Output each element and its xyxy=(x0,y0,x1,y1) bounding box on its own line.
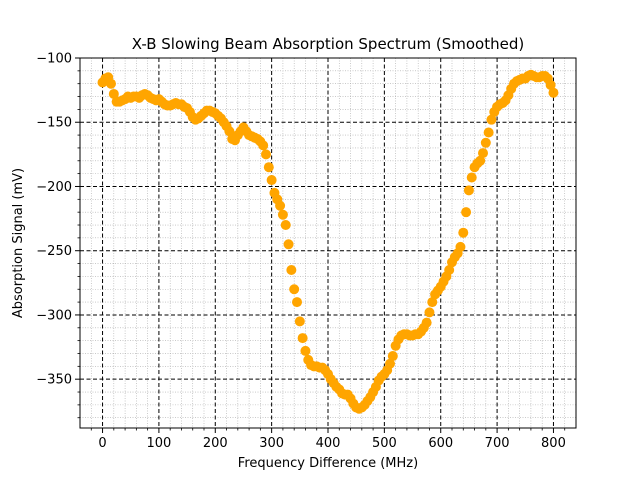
data-point xyxy=(466,172,477,183)
x-axis-label: Frequency Difference (MHz) xyxy=(238,456,418,471)
x-tick-label: 100 xyxy=(146,436,171,451)
data-point xyxy=(478,148,488,159)
data-point xyxy=(387,351,398,362)
x-tick-label: 600 xyxy=(428,436,453,451)
data-point xyxy=(444,264,455,275)
data-series xyxy=(97,69,559,414)
data-point xyxy=(277,209,288,220)
data-point xyxy=(261,149,271,160)
data-point xyxy=(289,284,300,295)
data-point xyxy=(297,333,308,344)
y-axis-label: Absorption Signal (mV) xyxy=(11,168,26,318)
y-tick-label: −200 xyxy=(36,180,72,195)
data-point xyxy=(424,307,435,318)
minor-grid xyxy=(80,58,576,428)
data-point xyxy=(292,297,302,308)
data-point xyxy=(483,127,494,138)
x-tick-label: 200 xyxy=(203,436,228,451)
data-point xyxy=(224,126,235,137)
data-point xyxy=(475,155,486,166)
data-point xyxy=(283,239,294,250)
data-point xyxy=(275,200,286,211)
data-point xyxy=(463,185,474,196)
data-point xyxy=(300,345,311,356)
data-point xyxy=(461,207,472,218)
x-tick-label: 700 xyxy=(485,436,510,451)
data-point xyxy=(427,297,438,308)
x-axis-ticks: 0 100 200 300 400 500 600 700 800 xyxy=(90,428,566,451)
y-tick-label: −150 xyxy=(36,116,72,131)
data-point xyxy=(294,316,305,327)
data-point xyxy=(266,175,277,186)
data-point xyxy=(106,78,116,89)
data-point xyxy=(108,88,119,99)
x-tick-label: 800 xyxy=(541,436,566,451)
data-point xyxy=(455,241,466,252)
y-tick-label: −250 xyxy=(36,244,72,259)
data-point xyxy=(280,220,291,231)
data-point xyxy=(263,162,274,173)
y-tick-label: −100 xyxy=(36,52,72,67)
data-point xyxy=(385,358,395,369)
data-point xyxy=(458,227,469,238)
data-point xyxy=(480,137,491,148)
data-point xyxy=(421,317,432,328)
data-point xyxy=(286,264,297,275)
data-point xyxy=(545,79,556,90)
x-tick-label: 400 xyxy=(316,436,341,451)
x-tick-label: 300 xyxy=(259,436,284,451)
x-tick-label: 500 xyxy=(372,436,397,451)
y-axis-ticks: −350 −300 −250 −200 −150 −100 xyxy=(36,52,80,419)
chart-title: X-B Slowing Beam Absorption Spectrum (Sm… xyxy=(132,35,524,53)
data-point xyxy=(486,114,497,125)
x-tick-label: 0 xyxy=(98,436,106,451)
data-point xyxy=(258,140,269,151)
y-tick-label: −350 xyxy=(36,373,72,388)
y-tick-label: −300 xyxy=(36,308,72,323)
data-point xyxy=(548,87,559,98)
